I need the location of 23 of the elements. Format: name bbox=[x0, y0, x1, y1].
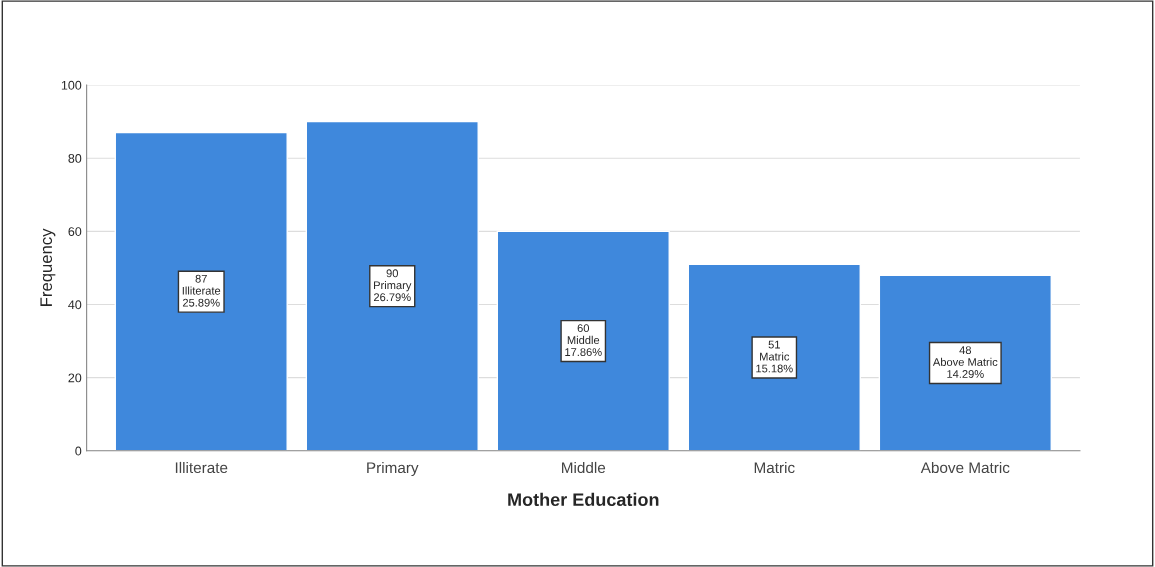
bar bbox=[878, 274, 1052, 451]
data-label: 60 Middle 17.86% bbox=[565, 324, 602, 356]
bar bbox=[305, 120, 479, 451]
y-tick-label: 40 bbox=[68, 300, 82, 310]
x-tick-label: Matric bbox=[754, 461, 795, 474]
x-tick-label: Above Matric bbox=[920, 461, 1010, 474]
x-tick-label: Primary bbox=[367, 461, 419, 477]
y-tick-label: 80 bbox=[68, 153, 82, 163]
bar bbox=[687, 263, 861, 451]
bar bbox=[496, 230, 670, 451]
y-tick-label: 20 bbox=[68, 373, 82, 383]
x-tick-label: Illiterate bbox=[175, 461, 228, 474]
x-axis-title: Mother Education bbox=[508, 492, 659, 507]
y-tick-label: 0 bbox=[75, 446, 82, 456]
data-label: 51 Matric 15.18% bbox=[756, 340, 793, 373]
y-tick-label: 60 bbox=[68, 227, 82, 236]
data-label: 87 Illiterate 25.89% bbox=[182, 274, 221, 307]
y-tick-label: 100 bbox=[61, 80, 82, 90]
data-label: 48 Above Matric 14.29% bbox=[932, 346, 998, 378]
x-tick-label: Middle bbox=[562, 461, 606, 474]
data-label: 90 Primary 26.79% bbox=[373, 269, 412, 302]
y-axis-title: Frequency bbox=[40, 228, 56, 306]
bar bbox=[114, 131, 288, 451]
